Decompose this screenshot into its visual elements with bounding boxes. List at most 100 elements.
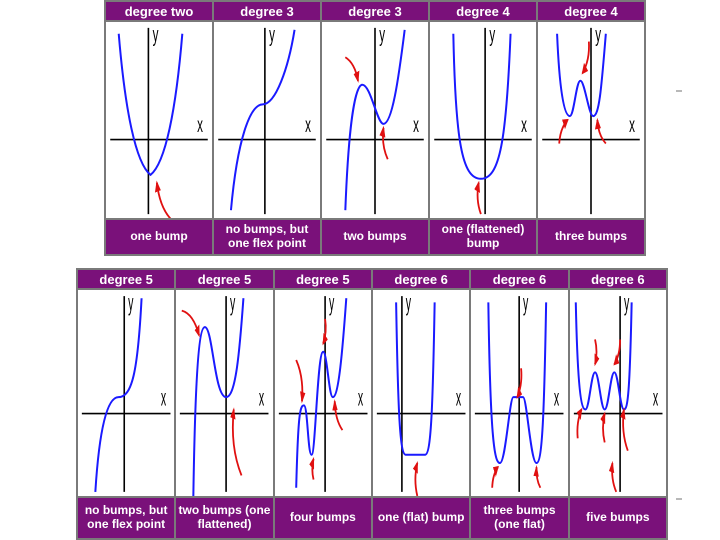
bump-arrow bbox=[377, 124, 388, 159]
bump-caption: one (flattened) bump bbox=[430, 220, 536, 254]
bump-arrow bbox=[182, 311, 201, 339]
polynomial-curve bbox=[119, 34, 183, 175]
top-graph-table: degree two degree 3 degree 3 degree 4 de… bbox=[104, 0, 646, 256]
degree-header: degree 3 bbox=[214, 2, 320, 20]
polynomial-curve bbox=[575, 302, 631, 409]
y-axis-label: y bbox=[269, 22, 275, 47]
graph-svg: yx bbox=[322, 22, 428, 218]
y-axis-label: y bbox=[595, 22, 601, 47]
bump-arrow bbox=[228, 405, 242, 475]
bump-arrow bbox=[296, 360, 308, 405]
x-axis-label: x bbox=[653, 385, 658, 411]
x-axis-label: x bbox=[629, 112, 635, 137]
degree-header: degree 4 bbox=[538, 2, 644, 20]
bump-arrow bbox=[597, 410, 605, 443]
bump-caption: one bump bbox=[106, 220, 212, 254]
bump-arrow bbox=[617, 405, 628, 450]
degree-header: degree 6 bbox=[373, 270, 470, 288]
bump-caption: five bumps bbox=[569, 498, 666, 538]
graph-svg: yx bbox=[214, 22, 320, 218]
y-axis-label: y bbox=[624, 290, 629, 316]
y-axis-label: y bbox=[230, 290, 235, 316]
graph-svg: yx bbox=[106, 22, 212, 218]
bump-arrow bbox=[490, 465, 500, 488]
x-axis-label: x bbox=[413, 112, 419, 137]
polynomial-curve bbox=[453, 34, 510, 179]
degree-header: degree 3 bbox=[322, 2, 428, 20]
graph-svg: yx bbox=[176, 290, 272, 496]
bump-arrow bbox=[516, 368, 526, 400]
graph-svg: yx bbox=[78, 290, 174, 496]
bump-arrow bbox=[345, 57, 361, 85]
bump-caption: two bumps (one flattened) bbox=[176, 498, 273, 538]
bottom-graph-table: degree 5 degree 5 degree 5 degree 6 degr… bbox=[76, 268, 668, 540]
bump-caption: three bumps bbox=[538, 220, 644, 254]
bump-arrow bbox=[581, 42, 592, 76]
x-axis-label: x bbox=[161, 385, 166, 411]
edge-marker bbox=[676, 90, 682, 92]
bump-caption: two bumps bbox=[322, 220, 428, 254]
y-axis-label: y bbox=[379, 22, 385, 47]
polynomial-curve bbox=[557, 34, 606, 116]
polynomial-curve bbox=[396, 302, 435, 454]
bump-caption: three bumps (one flat) bbox=[471, 498, 568, 538]
bump-arrow bbox=[573, 406, 583, 438]
x-axis-label: x bbox=[197, 112, 203, 137]
bump-arrow bbox=[606, 459, 616, 492]
degree-header: degree 5 bbox=[78, 270, 175, 288]
x-axis-label: x bbox=[259, 385, 264, 411]
polynomial-curve bbox=[194, 298, 244, 496]
y-axis-label: y bbox=[128, 290, 133, 316]
graph-svg: yx bbox=[573, 290, 666, 496]
bump-caption: no bumps, but one flex point bbox=[78, 498, 175, 538]
bump-arrow bbox=[593, 116, 605, 144]
x-axis-label: x bbox=[554, 385, 559, 411]
bump-arrow bbox=[559, 118, 570, 144]
x-axis-label: x bbox=[521, 112, 527, 137]
graph-svg: yx bbox=[430, 22, 536, 218]
degree-header: degree 6 bbox=[569, 270, 666, 288]
degree-header: degree 5 bbox=[176, 270, 273, 288]
polynomial-curve bbox=[489, 302, 547, 463]
bump-arrow bbox=[612, 339, 623, 367]
y-axis-label: y bbox=[489, 22, 495, 47]
bump-arrow bbox=[330, 397, 342, 430]
degree-header: degree 4 bbox=[430, 2, 536, 20]
graph-svg: yx bbox=[471, 290, 567, 496]
x-axis-label: x bbox=[305, 112, 311, 137]
bump-caption: no bumps, but one flex point bbox=[214, 220, 320, 254]
graph-svg: yx bbox=[373, 290, 469, 496]
y-axis-label: y bbox=[153, 22, 159, 47]
y-axis-label: y bbox=[406, 290, 411, 316]
bump-arrow bbox=[306, 455, 313, 480]
y-axis-label: y bbox=[523, 290, 528, 316]
y-axis-label: y bbox=[329, 290, 334, 316]
degree-header: degree 6 bbox=[471, 270, 568, 288]
bump-arrow bbox=[595, 339, 602, 368]
polynomial-curve bbox=[95, 298, 141, 492]
edge-marker bbox=[676, 498, 682, 500]
polynomial-curve bbox=[296, 298, 346, 488]
degree-header: degree 5 bbox=[274, 270, 371, 288]
x-axis-label: x bbox=[358, 385, 363, 411]
bump-arrow bbox=[531, 463, 541, 488]
graph-svg: yx bbox=[275, 290, 371, 496]
bump-arrow bbox=[153, 179, 174, 218]
bump-arrow bbox=[410, 459, 417, 496]
graph-svg: yx bbox=[538, 22, 644, 218]
x-axis-label: x bbox=[456, 385, 461, 411]
bump-caption: one (flat) bump bbox=[373, 498, 470, 538]
bump-arrow bbox=[471, 179, 481, 214]
polynomial-curve bbox=[231, 30, 295, 210]
